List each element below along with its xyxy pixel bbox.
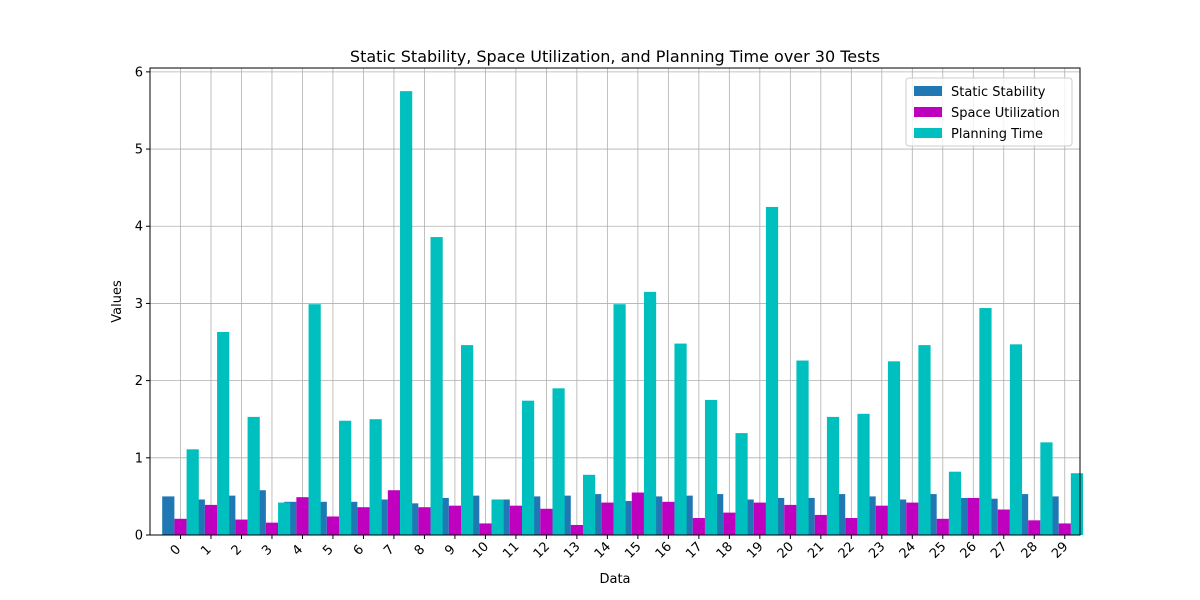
bar xyxy=(601,502,614,535)
bar xyxy=(308,304,321,535)
bar xyxy=(418,507,431,535)
bar xyxy=(662,501,675,535)
bar xyxy=(753,502,766,535)
bar xyxy=(235,519,248,535)
bar xyxy=(540,508,553,535)
bar xyxy=(570,524,583,535)
bar xyxy=(387,490,401,535)
legend: Static Stability Space Utilization Plannin… xyxy=(905,77,1073,147)
bar xyxy=(692,518,705,535)
bar xyxy=(735,433,748,535)
bar xyxy=(217,331,230,535)
bar xyxy=(643,291,657,535)
bar xyxy=(1009,344,1023,535)
bar xyxy=(522,400,535,535)
bar xyxy=(296,497,309,535)
bar xyxy=(826,416,840,535)
bar xyxy=(918,345,931,535)
bar xyxy=(997,509,1010,535)
legend-label: Static Stability xyxy=(951,85,1046,100)
bar xyxy=(979,308,992,535)
bar xyxy=(967,497,980,535)
legend-box xyxy=(905,77,1073,147)
bar xyxy=(400,91,413,535)
legend-label: Space Utilization xyxy=(951,106,1060,121)
bar xyxy=(765,206,779,536)
bar xyxy=(936,518,949,535)
bar xyxy=(357,507,370,535)
bar xyxy=(461,345,474,535)
plot-frame xyxy=(149,67,1081,536)
bar xyxy=(265,522,279,535)
bar xyxy=(814,514,827,535)
bar xyxy=(796,360,809,535)
bar xyxy=(1070,473,1084,535)
bar xyxy=(857,413,870,535)
grid xyxy=(150,68,1080,536)
bar xyxy=(875,505,888,535)
y-tick-label: 0 xyxy=(135,529,143,544)
bar xyxy=(552,388,565,535)
bar xyxy=(784,504,797,535)
bar xyxy=(704,399,718,535)
y-tick-label: 2 xyxy=(135,374,143,389)
bar xyxy=(448,505,462,535)
bar xyxy=(1058,523,1071,535)
y-tick-label: 4 xyxy=(135,220,143,235)
bar xyxy=(845,518,858,535)
bar xyxy=(582,474,596,535)
bar xyxy=(339,420,352,535)
bar xyxy=(1040,442,1053,535)
bar xyxy=(948,471,962,535)
y-tick-label: 6 xyxy=(135,65,143,80)
bar xyxy=(162,496,175,535)
bar xyxy=(479,523,492,535)
bar xyxy=(906,502,919,535)
bar xyxy=(326,516,340,535)
bar xyxy=(887,361,901,535)
x-axis-title: Data xyxy=(599,572,630,587)
bar xyxy=(491,499,504,535)
bar xyxy=(247,416,260,535)
bar xyxy=(631,492,644,535)
bar xyxy=(1028,520,1041,535)
legend-swatch xyxy=(914,86,942,96)
y-tick-label: 1 xyxy=(135,451,143,466)
y-tick-label: 5 xyxy=(135,143,143,158)
legend-swatch xyxy=(914,107,942,117)
bar xyxy=(723,512,736,535)
bar xyxy=(278,502,291,535)
bar xyxy=(186,449,199,535)
legend-label: Planning Time xyxy=(951,127,1043,142)
bar xyxy=(613,304,626,535)
bar xyxy=(674,343,687,535)
chart-title: Static Stability, Space Utilization, and… xyxy=(350,47,880,66)
bar xyxy=(430,237,443,536)
bar xyxy=(174,518,187,535)
bar xyxy=(369,419,382,535)
legend-swatch xyxy=(914,128,942,138)
y-axis-title: Values xyxy=(110,280,125,323)
bar xyxy=(509,505,522,535)
bars xyxy=(162,91,1084,536)
bar xyxy=(204,504,218,535)
y-tick-label: 3 xyxy=(135,297,143,312)
